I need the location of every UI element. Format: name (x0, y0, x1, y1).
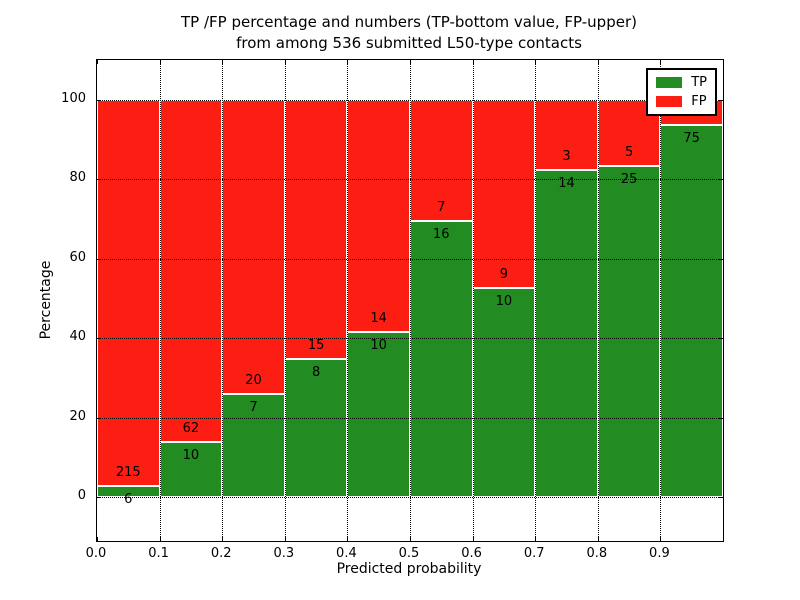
y-tick-label: 100 (61, 90, 86, 106)
y-tick-label: 20 (69, 408, 86, 424)
fp-count-label-5: 7 (437, 199, 446, 215)
v-gridline (472, 60, 474, 541)
v-gridline (410, 60, 411, 541)
x-tick-label: 0.1 (148, 546, 169, 561)
bar-segment-tp-8 (597, 166, 661, 498)
tp-count-label-6: 10 (495, 294, 513, 310)
chart-title: TP /FP percentage and numbers (TP-bottom… (96, 12, 722, 54)
bar-segment-tp-3 (284, 359, 348, 498)
x-tick-label: 0.4 (336, 546, 357, 561)
x-tick-mark (97, 537, 98, 541)
fp-count-label-6: 9 (499, 267, 509, 283)
tp-count-label-7: 14 (558, 175, 575, 191)
fp-count-label-0: 215 (115, 465, 141, 481)
fp-count-label-4: 14 (370, 310, 387, 326)
v-gridline (159, 60, 161, 541)
bar-segment-fp-1 (159, 99, 223, 443)
h-gridline (97, 497, 723, 499)
bar-segment-tp-1 (159, 442, 223, 498)
h-gridline (97, 417, 723, 419)
fp-count-label-3: 15 (307, 338, 325, 353)
y-tick-label: 40 (69, 329, 86, 345)
x-tick-mark (723, 537, 724, 541)
bar-segment-tp-7 (535, 169, 598, 498)
fp-count-label-2: 20 (245, 373, 262, 389)
tp-count-label-8: 25 (620, 172, 638, 187)
bar-segment-tp-5 (410, 220, 473, 498)
v-gridline (284, 60, 286, 541)
y-tick-label: 80 (69, 170, 86, 186)
y-tick-label: 0 (77, 488, 86, 504)
h-gridline (97, 338, 723, 340)
legend-swatch-fp (656, 96, 683, 107)
fp-count-label-8: 5 (624, 145, 634, 160)
bar-segment-fp-3 (284, 99, 348, 359)
bar-segment-fp-4 (347, 99, 410, 332)
legend-swatch-tp (656, 77, 683, 88)
y-axis-label: Percentage (38, 260, 54, 340)
bar-segment-tp-4 (347, 331, 410, 498)
v-gridline (347, 60, 349, 541)
bar-segment-tp-9 (660, 124, 723, 498)
x-tick-label: 0.8 (586, 546, 608, 561)
tp-count-label-9: 75 (683, 130, 700, 146)
tp-count-label-0: 6 (124, 492, 133, 508)
x-tick-label: 0.9 (649, 546, 670, 561)
fp-count-label-7: 3 (562, 148, 571, 164)
legend-item-fp: FP (656, 95, 707, 108)
x-axis-label: Predicted probability (336, 561, 482, 577)
x-tick-label: 0.0 (85, 546, 107, 561)
legend-label-tp: TP (691, 75, 707, 90)
tp-count-label-1: 10 (182, 448, 200, 464)
tp-count-label-4: 10 (370, 337, 387, 353)
x-tick-label: 0.5 (398, 546, 420, 561)
tp-count-label-5: 16 (433, 226, 450, 242)
bar-segment-fp-2 (222, 99, 285, 395)
legend: TP FP (646, 68, 717, 116)
h-gridline (97, 179, 723, 181)
tp-count-label-3: 8 (311, 365, 321, 380)
bar-segment-tp-0 (97, 486, 160, 498)
tp-count-label-2: 7 (249, 400, 258, 416)
x-tick-label: 0.3 (273, 546, 295, 561)
bar-segment-tp-6 (472, 288, 536, 498)
bar-segment-fp-6 (472, 99, 536, 289)
v-gridline (535, 60, 537, 541)
h-gridline (97, 99, 723, 101)
bar-segment-fp-0 (97, 99, 160, 487)
bar-segment-fp-5 (410, 99, 473, 221)
legend-item-tp: TP (656, 76, 707, 89)
fp-count-label-1: 62 (182, 421, 200, 437)
legend-label-fp: FP (691, 94, 707, 109)
v-gridline (597, 60, 599, 541)
y-tick-label: 60 (69, 249, 86, 265)
v-gridline (222, 60, 224, 541)
chart-title-line2: from among 536 submitted L50-type contac… (236, 34, 582, 52)
x-tick-label: 0.7 (523, 546, 545, 561)
chart-title-line1: TP /FP percentage and numbers (TP-bottom… (181, 13, 637, 31)
v-gridline (660, 60, 662, 541)
x-tick-label: 0.2 (210, 546, 232, 561)
x-tick-mark (723, 60, 724, 64)
x-tick-label: 0.6 (461, 546, 482, 561)
x-tick-mark (97, 60, 98, 64)
h-gridline (97, 258, 723, 260)
